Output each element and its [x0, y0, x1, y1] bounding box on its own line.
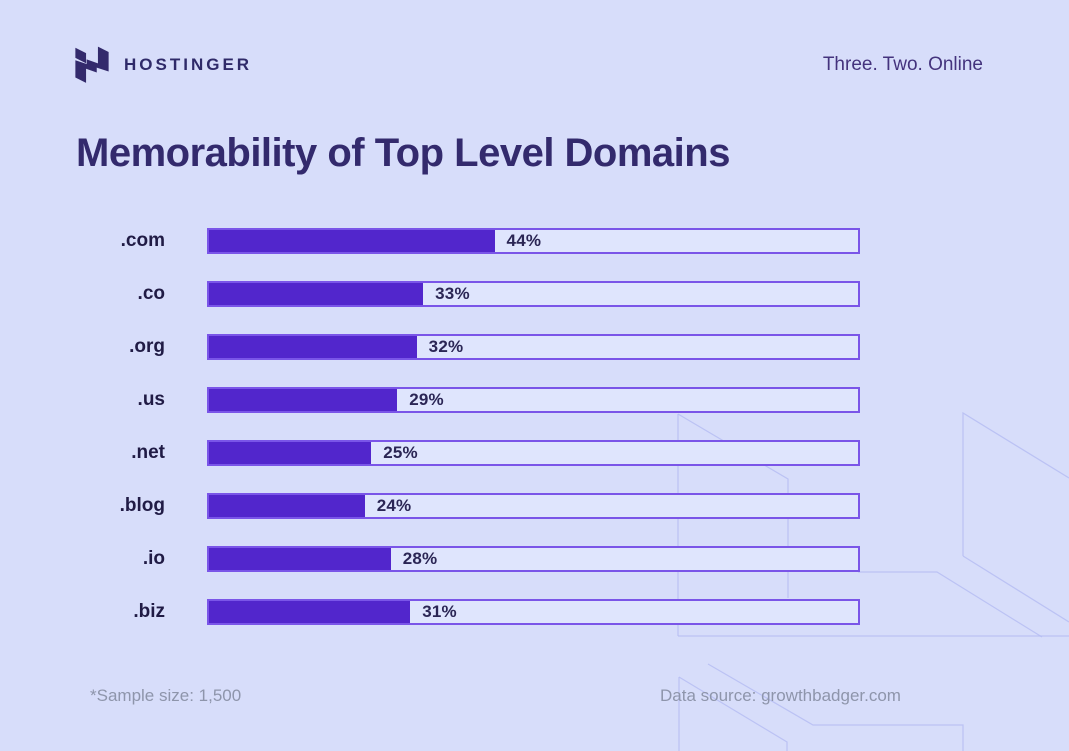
bar-track: 44%	[207, 228, 860, 254]
bar-fill	[209, 442, 372, 464]
hostinger-logo: HOSTINGER	[72, 46, 252, 84]
header: HOSTINGER Three. Two. Online	[72, 46, 983, 84]
bar-value: 44%	[506, 231, 542, 250]
bar-value: 31%	[422, 602, 457, 621]
bar-fill	[209, 601, 411, 623]
bar-fill	[209, 389, 398, 411]
bar-value: 24%	[376, 496, 412, 515]
bar-track: 32%	[207, 334, 860, 360]
row-label: .io	[142, 548, 165, 569]
brand-tagline: Three. Two. Online	[822, 54, 983, 75]
sample-size-note: *Sample size: 1,500	[90, 686, 242, 705]
chart-row: .biz 31%	[0, 599, 1069, 625]
bar-fill	[209, 336, 417, 358]
chart-row: .com 44%	[0, 228, 1069, 254]
bar-fill	[209, 495, 365, 517]
row-label: .co	[137, 283, 165, 304]
bar-chart: .com 44% .co 33% .org 32% .us	[0, 228, 1069, 652]
bar-track: 31%	[207, 599, 860, 625]
bar-value: 29%	[409, 390, 444, 409]
chart-title: Memorability of Top Level Domains	[76, 131, 730, 175]
chart-row: .blog 24%	[0, 493, 1069, 519]
bar-track: 25%	[207, 440, 860, 466]
brand-name: HOSTINGER	[124, 55, 253, 74]
bar-track: 33%	[207, 281, 860, 307]
row-label: .us	[137, 389, 165, 410]
bar-value: 33%	[435, 284, 470, 303]
bar-fill	[209, 230, 495, 252]
bar-fill	[209, 283, 424, 305]
row-label: .com	[120, 230, 165, 251]
chart-row: .net 25%	[0, 440, 1069, 466]
bar-value: 32%	[428, 337, 464, 356]
hostinger-h-icon	[75, 46, 109, 83]
row-label: .biz	[133, 601, 165, 622]
bar-track: 29%	[207, 387, 860, 413]
row-label: .net	[131, 442, 165, 463]
row-label: .org	[129, 336, 165, 357]
bar-track: 24%	[207, 493, 860, 519]
chart-row: .io 28%	[0, 546, 1069, 572]
chart-row: .org 32%	[0, 334, 1069, 360]
row-label: .blog	[119, 495, 165, 516]
bar-track: 28%	[207, 546, 860, 572]
bar-value: 28%	[402, 549, 438, 568]
chart-row: .us 29%	[0, 387, 1069, 413]
bar-value: 25%	[383, 443, 418, 462]
bar-fill	[209, 548, 391, 570]
chart-row: .co 33%	[0, 281, 1069, 307]
data-source-note: Data source: growthbadger.com	[660, 686, 901, 705]
